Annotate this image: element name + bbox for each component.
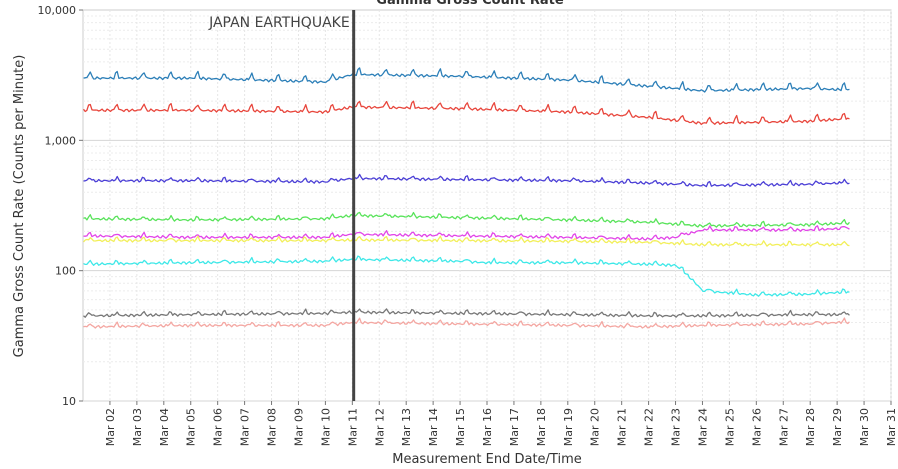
x-tick-label: Mar 02 [104,408,117,446]
x-tick-label: Mar 12 [373,408,386,446]
y-axis-title: Gamma Gross Count Rate (Counts per Minut… [12,55,27,358]
x-tick-label: Mar 21 [616,408,629,446]
y-tick-label: 100 [55,265,76,278]
x-tick-label: Mar 25 [723,408,736,446]
series-group [83,67,850,329]
x-tick-label: Mar 10 [319,408,332,446]
x-tick-label: Mar 31 [885,408,898,446]
annotation-group: JAPAN EARTHQUAKE [208,10,356,401]
x-tick-label: Mar 03 [131,408,144,446]
x-tick-label: Mar 11 [346,408,359,446]
series-line [83,173,850,188]
series-line [83,100,850,126]
x-tick-label: Mar 04 [158,408,171,446]
x-tick-label: Mar 30 [858,408,871,446]
y-axis: 10 100 1,000 10,000 [38,4,83,408]
x-axis: Mar 02 Mar 03 Mar 04 Mar 05 Mar 06 Mar 07 Mar … [104,401,898,446]
grid [83,10,892,402]
x-tick-label: Mar 28 [804,408,817,446]
x-tick-label: Mar 17 [508,408,521,446]
series-line [83,308,850,318]
x-axis-title: Measurement End Date/Time [392,452,581,467]
x-tick-label: Mar 09 [292,408,305,446]
x-tick-label: Mar 18 [535,408,548,446]
series-line [83,317,850,329]
x-tick-label: Mar 22 [643,408,656,446]
plot-area: JAPAN EARTHQUAKE [82,9,892,402]
x-tick-label: Mar 07 [239,408,252,446]
y-tick-label: 10 [62,395,76,408]
x-tick-label: Mar 05 [185,408,198,446]
series-line [83,235,850,247]
x-tick-label: Mar 16 [481,408,494,446]
x-tick-label: Mar 29 [831,408,844,446]
x-tick-label: Mar 24 [696,408,709,446]
x-tick-label: Mar 19 [562,408,575,446]
x-tick-label: Mar 20 [589,408,602,446]
chart-title: Gamma Gross Count Rate [376,0,564,8]
x-tick-label: Mar 15 [454,408,467,446]
x-tick-label: Mar 27 [777,408,790,446]
x-tick-label: Mar 08 [266,408,279,446]
series-line [83,211,850,228]
x-tick-label: Mar 14 [427,408,440,446]
series-line [83,67,850,93]
x-tick-label: Mar 23 [670,408,683,446]
y-tick-label: 1,000 [45,134,77,147]
series-line [83,255,850,297]
x-tick-label: Mar 13 [400,408,413,446]
x-tick-label: Mar 26 [750,408,763,446]
y-tick-label: 10,000 [38,4,77,17]
x-tick-label: Mar 06 [212,408,225,446]
annotation-label: JAPAN EARTHQUAKE [208,15,350,31]
series-line [83,225,850,241]
